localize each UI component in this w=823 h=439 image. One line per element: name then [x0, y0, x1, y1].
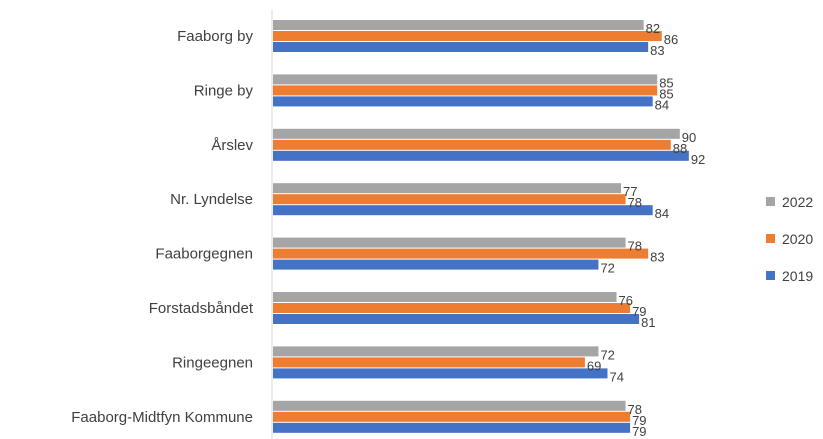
bar-faaborg-midtfyn-kommune-2022	[273, 400, 626, 411]
legend-label-2019: 2019	[782, 268, 813, 284]
category-label-faaborg-by: Faaborg by	[177, 28, 253, 45]
data-label-nr-lyndelse-2020: 78	[628, 195, 642, 210]
bar-ringe-by-2020	[273, 85, 658, 96]
bar-faaborg-midtfyn-kommune-2019	[273, 422, 631, 433]
data-label-ringe-by-2020: 85	[659, 86, 673, 101]
data-label-ringeegnen-2020: 69	[587, 358, 601, 373]
data-label-årslev-2022: 90	[682, 130, 696, 145]
data-label-forstadsbåndet-2022: 76	[619, 293, 633, 308]
data-label-faaborgegnen-2019: 72	[600, 261, 614, 276]
bar-årslev-2020	[273, 139, 671, 150]
category-label-faaborg-midtfyn-kommune: Faaborg-Midtfyn Kommune	[71, 409, 253, 426]
bar-faaborgegnen-2019	[273, 259, 599, 270]
data-label-ringe-by-2022: 85	[659, 75, 673, 90]
category-label-årslev: Årslev	[211, 137, 253, 154]
data-label-faaborg-midtfyn-kommune-2019: 79	[632, 424, 646, 439]
legend-swatch-2022	[766, 197, 775, 206]
legend: 2022 2020 2019	[766, 194, 813, 284]
data-label-faaborgegnen-2022: 78	[628, 239, 642, 254]
data-label-faaborg-midtfyn-kommune-2022: 78	[628, 402, 642, 417]
legend-swatch-2019	[766, 271, 775, 280]
data-label-faaborg-by-2020: 86	[664, 32, 678, 47]
bar-forstadsbåndet-2020	[273, 303, 631, 313]
data-label-nr-lyndelse-2019: 84	[655, 206, 669, 221]
category-axis: Faaborg by Ringe by Årslev Nr. Lyndelse Faab…	[71, 10, 273, 439]
bar-forstadsbåndet-2019	[273, 314, 640, 324]
bar-nr-lyndelse-2019	[273, 205, 653, 216]
bar-faaborg-midtfyn-kommune-2020	[273, 411, 631, 422]
data-label-årslev-2019: 92	[691, 152, 705, 167]
bar-faaborgegnen-2022	[273, 237, 626, 248]
bar-ringeegnen-2022	[273, 346, 599, 357]
bar-ringe-by-2019	[273, 96, 653, 107]
bar-nr-lyndelse-2020	[273, 194, 626, 205]
data-label-faaborgegnen-2020: 83	[650, 250, 664, 265]
data-label-faaborg-midtfyn-kommune-2020: 79	[632, 413, 646, 428]
data-label-ringe-by-2019: 84	[655, 97, 669, 112]
data-label-årslev-2020: 88	[673, 141, 687, 156]
data-label-ringeegnen-2022: 72	[600, 347, 614, 362]
legend-label-2022: 2022	[782, 194, 813, 210]
data-label-faaborg-by-2022: 82	[646, 21, 660, 36]
data-labels: 8286838585849088927778847883727679817269…	[587, 21, 705, 439]
bar-årslev-2019	[273, 150, 689, 161]
data-label-forstadsbåndet-2019: 81	[641, 315, 655, 330]
category-label-ringe-by: Ringe by	[194, 82, 254, 99]
data-label-ringeegnen-2019: 74	[609, 369, 623, 384]
bar-faaborg-by-2020	[273, 31, 662, 41]
bar-ringe-by-2022	[273, 74, 658, 85]
bar-ringeegnen-2019	[273, 368, 608, 379]
category-label-nr-lyndelse: Nr. Lyndelse	[170, 191, 253, 208]
bar-faaborg-by-2019	[273, 42, 649, 52]
data-label-forstadsbåndet-2020: 79	[632, 304, 646, 319]
data-label-faaborg-by-2019: 83	[650, 43, 664, 58]
bar-faaborgegnen-2020	[273, 248, 649, 259]
bars	[273, 20, 689, 433]
bar-årslev-2022	[273, 128, 680, 139]
data-label-nr-lyndelse-2022: 77	[623, 184, 637, 199]
bar-nr-lyndelse-2022	[273, 183, 622, 194]
legend-label-2020: 2020	[782, 231, 813, 247]
bar-faaborg-by-2022	[273, 20, 644, 30]
legend-swatch-2020	[766, 234, 775, 243]
bar-forstadsbåndet-2022	[273, 292, 617, 302]
bar-ringeegnen-2020	[273, 357, 585, 368]
category-label-ringeegnen: Ringeegnen	[172, 354, 253, 371]
category-label-faaborgegnen: Faaborgegnen	[155, 246, 253, 263]
category-label-forstadsbåndet: Forstadsbåndet	[149, 300, 254, 317]
